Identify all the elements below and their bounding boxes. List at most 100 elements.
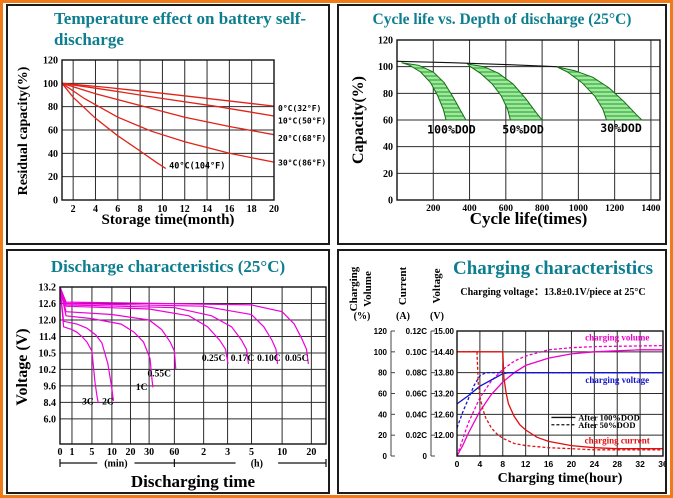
series-label: 2C [102,397,114,407]
y-tick-label: 60 [378,390,387,399]
series-label: 0°C(32°F) [278,104,321,113]
curve-label: charging current [585,436,650,446]
y-axis-title: Capacity(%) [350,76,367,164]
x-tick-label: 1000 [569,204,588,214]
x-tick-label: 12 [180,204,190,215]
y-tick-label: 0 [388,196,393,207]
legend-label: After 100%DOD [578,412,639,422]
y-tick-label: 100 [43,79,58,90]
x-tick-label: 4 [478,459,483,469]
dod-band [466,63,544,121]
x-tick-label: 8 [138,204,143,215]
capacity-top-line [396,60,557,68]
x-tick-label: 18 [247,204,257,215]
y-tick-label: 0.08C [406,369,428,378]
temperature-chart: 2 4 6 8 10 12 14 16 18 20 0 20 40 60 80 100 120 0°C(32°F)… [43,56,326,216]
charging-panel: Charging characteristics Charging voltag… [337,249,667,494]
y-tick-label: 11.4 [39,332,56,343]
panel-subtitle: Charging voltage：13.8±0.1V/piece at 25°C [460,287,646,298]
x-tick-label: 2 [71,204,76,215]
series-label: 0.10C [257,354,281,364]
series-label: 0.55C [147,369,171,379]
series-label: 10°C(50°F) [278,117,326,126]
x-tick-label: 1 [69,447,74,458]
cycle-life-panel: Cycle life vs. Depth of discharge (25°C)… [337,4,667,245]
y-tick-label: 9.6 [44,381,57,392]
y-tick-label: 40 [378,410,387,419]
x-tick-label: 8 [500,459,505,469]
y-tick-label: 15.00 [434,327,455,336]
x-tick-label: 20 [567,459,577,469]
x-tick-label: 36 [658,459,665,469]
series-label: 30°C(86°F) [278,159,326,168]
x-tick-label: 600 [499,204,514,214]
curve-label: charging volume [585,332,649,342]
y-tick-label: 0.06C [406,390,428,399]
y-tick-label: 0 [423,452,428,461]
x-tick-label: 1400 [641,204,660,214]
x-tick-label: 0 [455,459,460,469]
x-tick-label: 16 [224,204,234,215]
x-tick-label: 24 [590,459,600,469]
band-label: 100%DOD [427,122,476,136]
y-tick-label: 60 [383,116,393,127]
y-tick-label: 0.02C [406,431,428,440]
y-tick-label: 80 [383,89,393,100]
charging-series [456,372,663,429]
charging-series [456,344,664,457]
x-axis-title: Storage time(month) [101,212,235,228]
y-tick-label: 12.0 [39,315,57,326]
plot-border [456,330,664,457]
series-label: 3C [82,397,94,407]
panel-title: Charging characteristics [453,258,653,279]
series-label: 0.05C [285,354,309,364]
y-axis-unit-voltage: (V) [430,311,444,322]
x-tick-label: 32 [635,459,645,469]
discharge-series [59,286,154,388]
curve-label: charging voltage [585,375,649,385]
discharge-panel: Discharge characteristics (25°C) Dischar… [6,249,330,494]
x-group-label: (min) [104,459,127,470]
temperature-series [61,82,275,107]
discharge-chart: 0 1 5 10 20 30 60 2 3 5 10 20 13.2 12.6 12.0 11.4 10.5 10… [39,283,327,470]
x-tick-label: 20 [125,447,135,458]
y-tick-label: 12.00 [434,431,455,440]
y-axis-unit-volume: (%) [353,311,371,322]
y-tick-label: 40 [383,142,393,153]
discharge-series [59,286,279,364]
x-tick-label: 10 [107,447,117,458]
temperature-series [61,82,275,136]
y-tick-label: 80 [378,369,387,378]
discharge-series [59,286,250,364]
x-axis-title: Charging time(hour) [497,471,623,486]
y-tick-label: 10.5 [39,348,57,359]
y-axis-title-current: Current [397,266,409,306]
cycle-life-chart: 200 400 600 800 1000 1200 1400 0 20 40 60 80 100 120 1… [378,36,661,214]
x-tick-label: 30 [144,447,154,458]
y-tick-label: 12.60 [434,410,455,419]
charging-chart: 0 4 8 12 16 20 24 28 32 36 charging volume charging… [374,327,665,469]
x-tick-label: 800 [535,204,550,214]
y-tick-label: 12.6 [39,299,57,310]
y-tick-label: 8.4 [44,398,57,409]
charging-series [457,351,663,451]
discharge-series [59,286,99,404]
x-group-label: (h) [251,459,263,470]
x-tick-label: 400 [462,204,477,214]
discharge-series [59,286,229,364]
temperature-series [61,82,167,170]
y-tick-label: 120 [374,327,388,336]
y-tick-label: 40 [48,149,58,160]
y-axis-title: Residual capacity(%) [16,66,31,196]
y-tick-label: 0.10C [406,348,428,357]
x-tick-label: 0 [58,447,63,458]
panel-title: Discharge characteristics (25°C) [50,257,286,276]
x-tick-label: 60 [169,447,179,458]
x-axis-title: Cycle life(times) [469,209,588,228]
x-tick-label: 5 [89,447,94,458]
x-tick-label: 10 [277,447,287,458]
y-tick-label: 14.40 [434,348,455,357]
y-tick-label: 60 [48,126,58,137]
y-tick-label: 0.12C [406,327,428,336]
y-tick-label: 0 [53,196,58,207]
